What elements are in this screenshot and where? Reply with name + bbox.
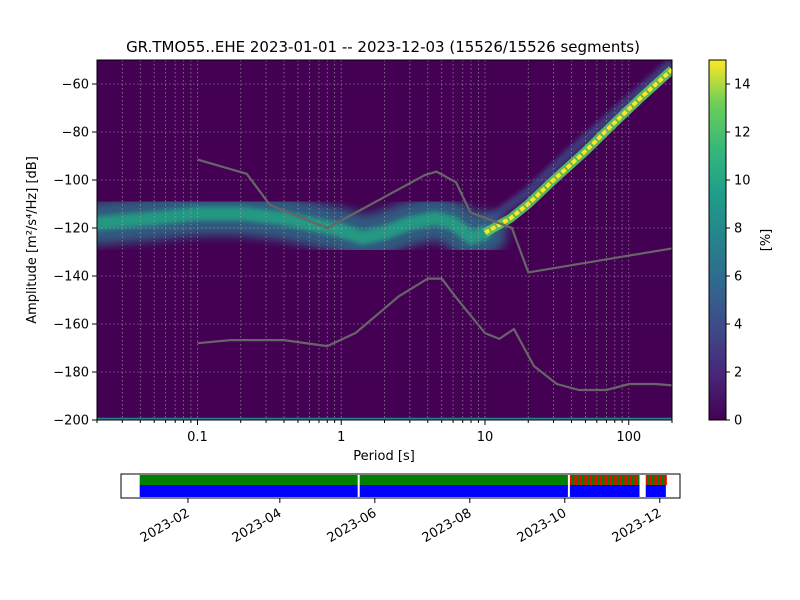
y-tick-label: −100 [53,174,89,189]
timeline-ticks: 2023-02 2023-04 2023-06 2023-08 2023-10 2023-… [138,498,664,546]
flagged-segment [634,475,637,485]
density-core-band [97,206,492,245]
chart-title: GR.TMO55..EHE 2023-01-01 -- 2023-12-03 (… [126,38,640,56]
colorbar-tick-label: 2 [734,366,742,381]
timeline-bars [139,475,667,497]
y-axis-label: Amplitude [m²/s⁴/Hz] [dB] [25,156,40,324]
grid-layer [97,60,672,420]
timeline-tick-label: 2023-04 [230,506,285,546]
y-tick-label: −120 [53,222,89,237]
timeline-frame [120,473,681,499]
flagged-segment [604,475,607,485]
flagged-segment [649,475,652,485]
y-axis-ticks: −60 −80 −100 −120 −140 −160 −180 −200 [53,78,97,429]
flagged-segment [659,475,662,485]
colorbar-frame [708,59,727,421]
x-tick-label: 0.1 [187,430,208,445]
data-gap [357,475,360,497]
noise-model-layer [197,158,672,392]
colorbar-tick-label: 0 [734,414,742,429]
noise-model-nhnm [197,158,672,274]
data-gap [639,475,646,497]
colorbar: 0 2 4 6 8 10 12 14 [%] [708,59,774,429]
colorbar-tick-label: 12 [734,126,751,141]
colorbar-gradient [709,60,726,420]
colorbar-tick-label: 10 [734,174,751,189]
colorbar-tick-label: 14 [734,78,751,93]
flagged-segment [589,475,592,485]
x-tick-label: 10 [477,430,494,445]
colorbar-label: [%] [759,229,774,252]
flagged-segment [584,475,587,485]
x-axis-label: Period [s] [353,449,415,464]
colorbar-ticks: 0 2 4 6 8 10 12 14 [726,78,751,429]
flagged-segment [599,475,602,485]
y-tick-label: −60 [62,78,89,93]
flagged-segment [629,475,632,485]
ppsd-plot: 0.1 1 10 100 −60 −80 −100 −120 −140 −160 −180 −200… [25,59,673,464]
timeline-tick-label: 2023-10 [515,506,570,546]
colorbar-tick-label: 6 [734,270,742,285]
availability-timeline: 2023-02 2023-04 2023-06 2023-08 2023-10 2023-… [120,473,681,546]
data-bar [139,485,666,497]
y-tick-label: −160 [53,318,89,333]
y-tick-label: −80 [62,126,89,141]
colorbar-tick-label: 8 [734,222,742,237]
flagged-segment [574,475,577,485]
y-tick-label: −200 [53,414,89,429]
flagged-segment [654,475,657,485]
flagged-segment [624,475,627,485]
x-axis-ticks: 0.1 1 10 100 [96,420,673,445]
flagged-segment [614,475,617,485]
timeline-tick-label: 2023-06 [325,506,380,546]
noise-model-nlnm [197,277,672,392]
flagged-segment [579,475,582,485]
x-tick-label: 1 [337,430,345,445]
flagged-segment [569,475,572,485]
y-tick-label: −180 [53,366,89,381]
processed-bar [139,475,666,485]
flagged-segment [619,475,622,485]
timeline-tick-label: 2023-12 [610,506,665,546]
timeline-tick-label: 2023-08 [420,506,475,546]
x-tick-label: 100 [616,430,641,445]
data-gap [567,475,570,497]
flagged-segment [609,475,612,485]
flagged-segment [594,475,597,485]
density-ridge-peak [484,68,672,235]
timeline-tick-label: 2023-02 [138,506,193,546]
colorbar-tick-label: 4 [734,318,742,333]
flagged-segment [664,475,667,485]
y-tick-label: −140 [53,270,89,285]
